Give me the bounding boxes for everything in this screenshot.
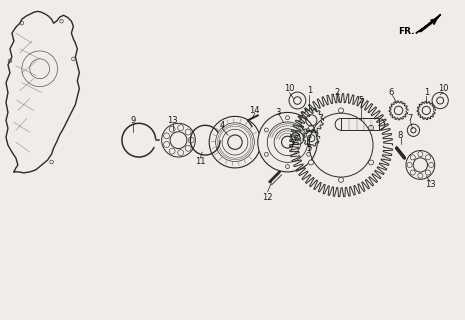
Circle shape (286, 116, 289, 120)
Circle shape (265, 152, 268, 156)
Polygon shape (416, 14, 441, 33)
Circle shape (286, 164, 289, 168)
Text: 5: 5 (358, 96, 364, 105)
Text: 11: 11 (195, 157, 206, 166)
Circle shape (339, 177, 344, 182)
Text: 3: 3 (275, 108, 280, 117)
Text: 7: 7 (289, 144, 294, 153)
Text: 1: 1 (424, 88, 429, 97)
Text: 13: 13 (167, 116, 178, 125)
Circle shape (308, 160, 313, 165)
Text: 8: 8 (398, 131, 403, 140)
Text: 5: 5 (307, 144, 312, 153)
Text: FR.: FR. (398, 27, 415, 36)
Circle shape (369, 160, 373, 165)
Text: 4: 4 (219, 121, 225, 130)
Circle shape (265, 128, 268, 132)
Text: 10: 10 (438, 84, 448, 93)
Text: 9: 9 (130, 116, 135, 125)
Text: 6: 6 (388, 88, 393, 97)
Text: 10: 10 (284, 84, 295, 93)
Circle shape (307, 128, 311, 132)
Text: 14: 14 (250, 106, 260, 115)
Text: 2: 2 (334, 88, 340, 97)
Text: 7: 7 (408, 114, 413, 123)
Text: 13: 13 (425, 180, 436, 189)
Circle shape (339, 108, 344, 113)
Circle shape (307, 152, 311, 156)
Text: 1: 1 (307, 86, 312, 95)
Circle shape (369, 125, 373, 130)
Circle shape (308, 125, 313, 130)
Text: 12: 12 (262, 193, 273, 202)
